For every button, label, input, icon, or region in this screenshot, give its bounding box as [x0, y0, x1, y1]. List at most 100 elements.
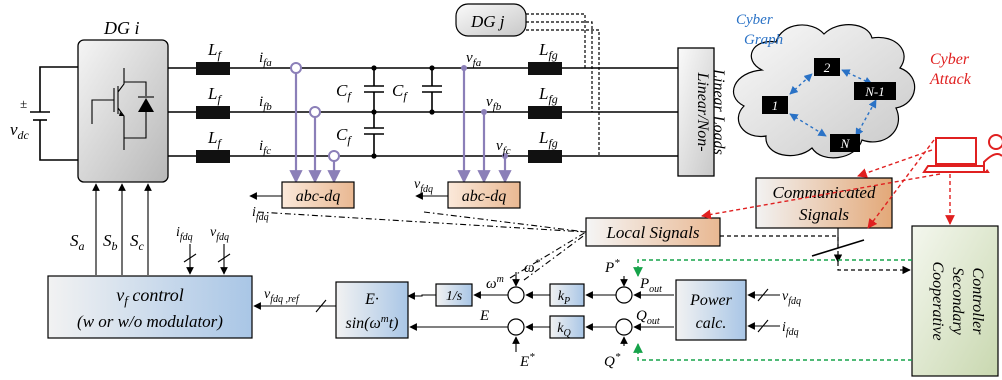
sc-label: Sc	[130, 231, 145, 253]
inductor-icon	[528, 150, 562, 163]
power-calc-label-2: calc.	[696, 315, 727, 332]
local-signal-links	[257, 211, 587, 281]
node-1: 1	[772, 98, 779, 113]
cyber-attack-label-1: Cyber	[930, 51, 970, 68]
ifdq-pc-label: ifdq	[782, 320, 799, 338]
ifdq-out-label: ifdq	[252, 205, 269, 223]
cyber-attack: Cyber Attack	[701, 51, 1002, 229]
lf-inductors: Lf Lf Lf	[196, 40, 230, 163]
communicated-label-1: Communicated	[773, 183, 876, 202]
cyber-graph-label-1: Cyber	[736, 12, 773, 28]
secondary-label-3: Controller	[969, 268, 986, 336]
phase-lines	[168, 67, 678, 157]
secondary-controller-block: Cooperative Secondary Controller	[911, 225, 999, 377]
vfdq-out-label: vfdq	[414, 177, 433, 195]
q-sum-junction: Q* Qout	[585, 308, 674, 370]
lf-label-b: Lf	[207, 84, 222, 106]
integrator-label: 1/s	[446, 289, 463, 304]
sa-label: Sa	[70, 231, 85, 253]
inductor-icon	[528, 62, 562, 75]
ifa-label: ifa	[259, 50, 272, 69]
voltage-sensors: vfa vfb vfc	[457, 50, 512, 184]
vf-control-block: vf control (w or w/o modulator)	[47, 275, 253, 339]
local-signals-label: Local Signals	[605, 223, 699, 242]
current-sensors	[289, 62, 341, 184]
omega-star-label: ω*	[524, 257, 541, 276]
power-calc-label-1: Power	[689, 292, 733, 309]
inductor-icon	[196, 62, 230, 75]
inductor-icon	[196, 150, 230, 163]
e-dot-label: E·	[364, 291, 379, 308]
loads-block: Linear/Non- Linear Loads	[677, 47, 727, 177]
abc-dq-current: abc-dq ifdq	[249, 181, 355, 223]
feedback-inputs: ifdq vfdq	[176, 225, 231, 275]
kp-label: kP	[558, 289, 570, 307]
power-calc-block: Power calc. vfdq ifdq	[675, 279, 801, 341]
sb-label: Sb	[103, 231, 118, 253]
cf-label-2: Cf	[392, 81, 408, 103]
secondary-label-2: Secondary	[949, 267, 966, 335]
dc-source: ± vdc	[10, 66, 78, 161]
kq-label: kQ	[557, 321, 571, 339]
integrator-block: 1/s	[407, 283, 473, 307]
p-out-label: Pout	[639, 276, 662, 295]
loads-label-1: Linear/Non-	[694, 71, 711, 151]
cyber-graph-label-2: Graph	[744, 32, 783, 48]
omega-sum-junction: ωm ω*	[473, 257, 541, 304]
e-sin-block: E· sin(ωmt) vfdq ,ref	[253, 281, 409, 339]
cyber-attack-label-2: Attack	[929, 71, 972, 88]
laptop-hacker-icon	[922, 134, 1002, 173]
communicated-signals-block: Communicated Signals	[755, 177, 893, 248]
lf-label-c: Lf	[207, 128, 222, 150]
vfdq-ref-label: vfdq ,ref	[264, 287, 300, 305]
p-star-label: P*	[604, 257, 620, 276]
vfdq-in-label: vfdq	[210, 225, 229, 243]
node-n-1: N-1	[864, 84, 885, 99]
cf-label-1: Cf	[336, 81, 352, 103]
vf-control-label-1: vf control	[116, 285, 183, 308]
loads-label-2: Linear Loads	[710, 68, 727, 155]
filter-capacitors: Cf Cf Cf	[336, 65, 442, 159]
vdc-label: vdc	[10, 120, 30, 142]
cyber-graph: Cyber Graph 1 2 N-1 N	[732, 12, 916, 159]
lfg-label-c: Lfg	[538, 128, 558, 150]
vfdq-pc-label: vfdq	[782, 289, 801, 307]
dg-i-label: DG i	[103, 18, 140, 38]
q-out-label: Qout	[636, 308, 660, 327]
kq-block: kQ	[525, 315, 585, 339]
dg-j-label: DG j	[470, 12, 505, 31]
ifdq-in-label: ifdq	[176, 225, 193, 243]
dg-j: DG j	[455, 3, 600, 156]
vfb-label: vfb	[486, 94, 502, 113]
node-2: 2	[824, 60, 831, 75]
attack-switch	[811, 239, 911, 275]
ifb-label: ifb	[259, 94, 272, 113]
abc-dq-label: abc-dq	[296, 188, 340, 205]
e-star-label: E*	[519, 351, 535, 370]
current-labels: ifa ifb ifc	[259, 50, 272, 157]
inductor-icon	[528, 106, 562, 119]
vf-control-label-2: (w or w/o modulator)	[77, 312, 223, 331]
abc-dq-label: abc-dq	[462, 188, 506, 205]
q-star-label: Q*	[604, 351, 621, 370]
vfc-label: vfc	[496, 138, 511, 157]
cf-label-3: Cf	[336, 125, 352, 147]
igbt-icon	[91, 68, 154, 150]
sin-label: sin(ωmt)	[345, 313, 398, 332]
p-sum-junction: P* Pout	[585, 257, 674, 304]
plus-sign: ±	[20, 96, 27, 111]
switch-signals: Sa Sb Sc	[70, 183, 152, 275]
local-signals-block: Local Signals	[585, 217, 843, 263]
dg-i-inverter: DG i	[77, 18, 169, 183]
communicated-label-2: Signals	[799, 205, 849, 224]
reference-links	[633, 259, 912, 361]
ifc-label: ifc	[259, 138, 271, 157]
abc-dq-voltage: abc-dq vfdq	[414, 177, 521, 209]
omega-m-label: ωm	[486, 274, 504, 292]
node-n: N	[840, 136, 851, 151]
kp-block: kP	[525, 283, 585, 307]
e-label: E	[479, 308, 489, 324]
lf-label-a: Lf	[207, 40, 222, 62]
lfg-label-a: Lfg	[538, 40, 558, 62]
